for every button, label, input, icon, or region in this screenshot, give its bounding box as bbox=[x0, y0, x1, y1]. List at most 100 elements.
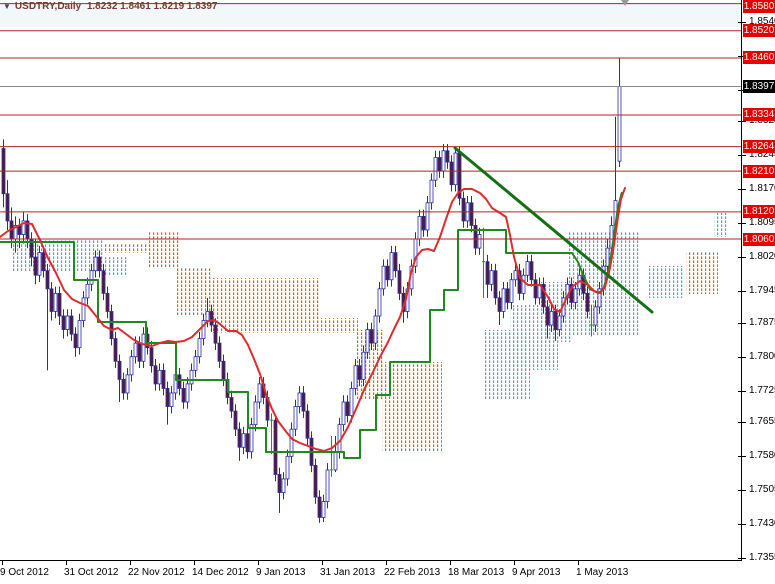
cloud-patch-orange bbox=[210, 278, 320, 333]
candle-up bbox=[157, 369, 162, 385]
candle-down bbox=[149, 347, 154, 367]
price-tick-mark bbox=[738, 558, 746, 560]
candle-down bbox=[97, 256, 102, 272]
candle-up bbox=[349, 388, 354, 416]
candle-up bbox=[81, 297, 86, 321]
price-axis[interactable]: 1.85401.84651.83901.83201.82451.81701.80… bbox=[738, 0, 775, 584]
candle-up bbox=[573, 288, 578, 303]
price-tick-label: 1.7800 bbox=[749, 350, 775, 362]
ohlc-quote-label: 1.8232 1.8461 1.8219 1.8397 bbox=[86, 1, 218, 12]
price-tick-label: 1.8540 bbox=[749, 15, 775, 27]
candle-down bbox=[273, 419, 278, 475]
candle-up bbox=[605, 247, 610, 267]
candle-down bbox=[237, 428, 242, 448]
candle-up bbox=[381, 265, 386, 290]
price-tick-mark bbox=[738, 257, 746, 259]
price-tick-mark bbox=[738, 390, 746, 392]
candle-up bbox=[325, 469, 330, 503]
candle-up bbox=[433, 157, 438, 181]
level-price-tag: 1.8120 bbox=[743, 205, 775, 219]
candle-down bbox=[305, 410, 310, 439]
candle-up bbox=[297, 392, 302, 407]
candle-down bbox=[421, 215, 426, 231]
candle-up bbox=[21, 220, 26, 235]
indicator-lines-layer bbox=[0, 187, 626, 459]
candle-down bbox=[121, 378, 126, 394]
candle-down bbox=[57, 292, 62, 317]
candle-down bbox=[221, 360, 226, 380]
candle-down bbox=[393, 252, 398, 272]
candle-down bbox=[101, 270, 106, 294]
candlestick-chart[interactable] bbox=[0, 0, 741, 560]
time-axis[interactable]: 9 Oct 2012 31 Oct 2012 22 Nov 2012 14 Dec 2… bbox=[0, 560, 742, 584]
price-tick-label: 1.7430 bbox=[749, 518, 775, 530]
price-tick-label: 1.7505 bbox=[749, 484, 775, 496]
candle-up bbox=[501, 288, 506, 312]
candle-down bbox=[105, 292, 110, 312]
background-band-layer bbox=[0, 4, 741, 27]
candle-up bbox=[93, 256, 98, 272]
candle-up bbox=[77, 320, 82, 349]
candle-down bbox=[301, 392, 306, 412]
chart-title: ▼ USDTRY,Daily 1.8232 1.8461 1.8219 1.839… bbox=[3, 1, 218, 12]
candle-up bbox=[525, 261, 530, 276]
date-tick-label: 22 Feb 2013 bbox=[384, 567, 441, 578]
cloud-patch-orange bbox=[318, 318, 358, 333]
candle-down bbox=[117, 360, 122, 380]
candle-down bbox=[545, 306, 550, 326]
price-tick-label: 1.7725 bbox=[749, 384, 775, 396]
price-tick-mark bbox=[738, 524, 746, 526]
candle-up bbox=[129, 356, 134, 376]
date-tick-label: 9 Apr 2013 bbox=[512, 567, 561, 578]
candle-down bbox=[217, 342, 222, 362]
price-tick-label: 1.7945 bbox=[749, 285, 775, 297]
date-tick-label: 31 Jan 2013 bbox=[320, 567, 376, 578]
candle-down bbox=[233, 410, 238, 430]
cloud-patch-teal bbox=[104, 257, 128, 276]
candle-up bbox=[373, 315, 378, 344]
price-tick-label: 1.8020 bbox=[749, 251, 775, 263]
candle-down bbox=[493, 270, 498, 299]
descending-trendline[interactable] bbox=[453, 146, 654, 314]
date-tick-mark bbox=[258, 561, 259, 565]
candle-up bbox=[141, 333, 146, 362]
candle-up bbox=[189, 369, 194, 385]
level-price-tag: 1.8580 bbox=[743, 0, 775, 13]
price-tick-mark bbox=[738, 291, 746, 293]
candle-down bbox=[345, 401, 350, 416]
cloud-patch-orange bbox=[176, 268, 212, 315]
price-tick-label: 1.7655 bbox=[749, 416, 775, 428]
candle-up bbox=[289, 428, 294, 457]
cloud-patch-teal bbox=[12, 240, 104, 272]
candle-up bbox=[333, 451, 338, 471]
candle-down bbox=[61, 315, 66, 330]
candle-up bbox=[125, 374, 130, 394]
date-tick-mark bbox=[322, 561, 323, 565]
candle-up bbox=[285, 455, 290, 480]
candle-up bbox=[417, 215, 422, 240]
candle-up bbox=[257, 383, 262, 403]
candle-up bbox=[185, 383, 190, 403]
candle-down bbox=[73, 333, 78, 349]
price-tick-mark bbox=[738, 223, 746, 225]
candle-up bbox=[513, 270, 518, 281]
price-tick-mark bbox=[738, 189, 746, 191]
candle-up bbox=[201, 320, 206, 340]
candle-down bbox=[277, 474, 282, 493]
date-tick-mark bbox=[66, 561, 67, 565]
cloud-patch-orange bbox=[104, 244, 150, 253]
chart-plot-area[interactable] bbox=[0, 0, 741, 560]
chart-shift-marker-icon[interactable] bbox=[621, 0, 629, 6]
symbol-dropdown-icon[interactable]: ▼ bbox=[3, 2, 11, 11]
candle-down bbox=[569, 283, 574, 303]
cloud-patch-teal bbox=[714, 213, 728, 237]
candle-up bbox=[549, 311, 554, 326]
candle-up bbox=[197, 338, 202, 358]
candle-down bbox=[369, 329, 374, 344]
candle-down bbox=[213, 324, 218, 344]
level-price-tag: 1.8520 bbox=[743, 24, 775, 38]
candle-up bbox=[377, 288, 382, 317]
candle-down bbox=[177, 374, 182, 389]
candle-up bbox=[65, 315, 70, 330]
candle-down bbox=[181, 388, 186, 403]
